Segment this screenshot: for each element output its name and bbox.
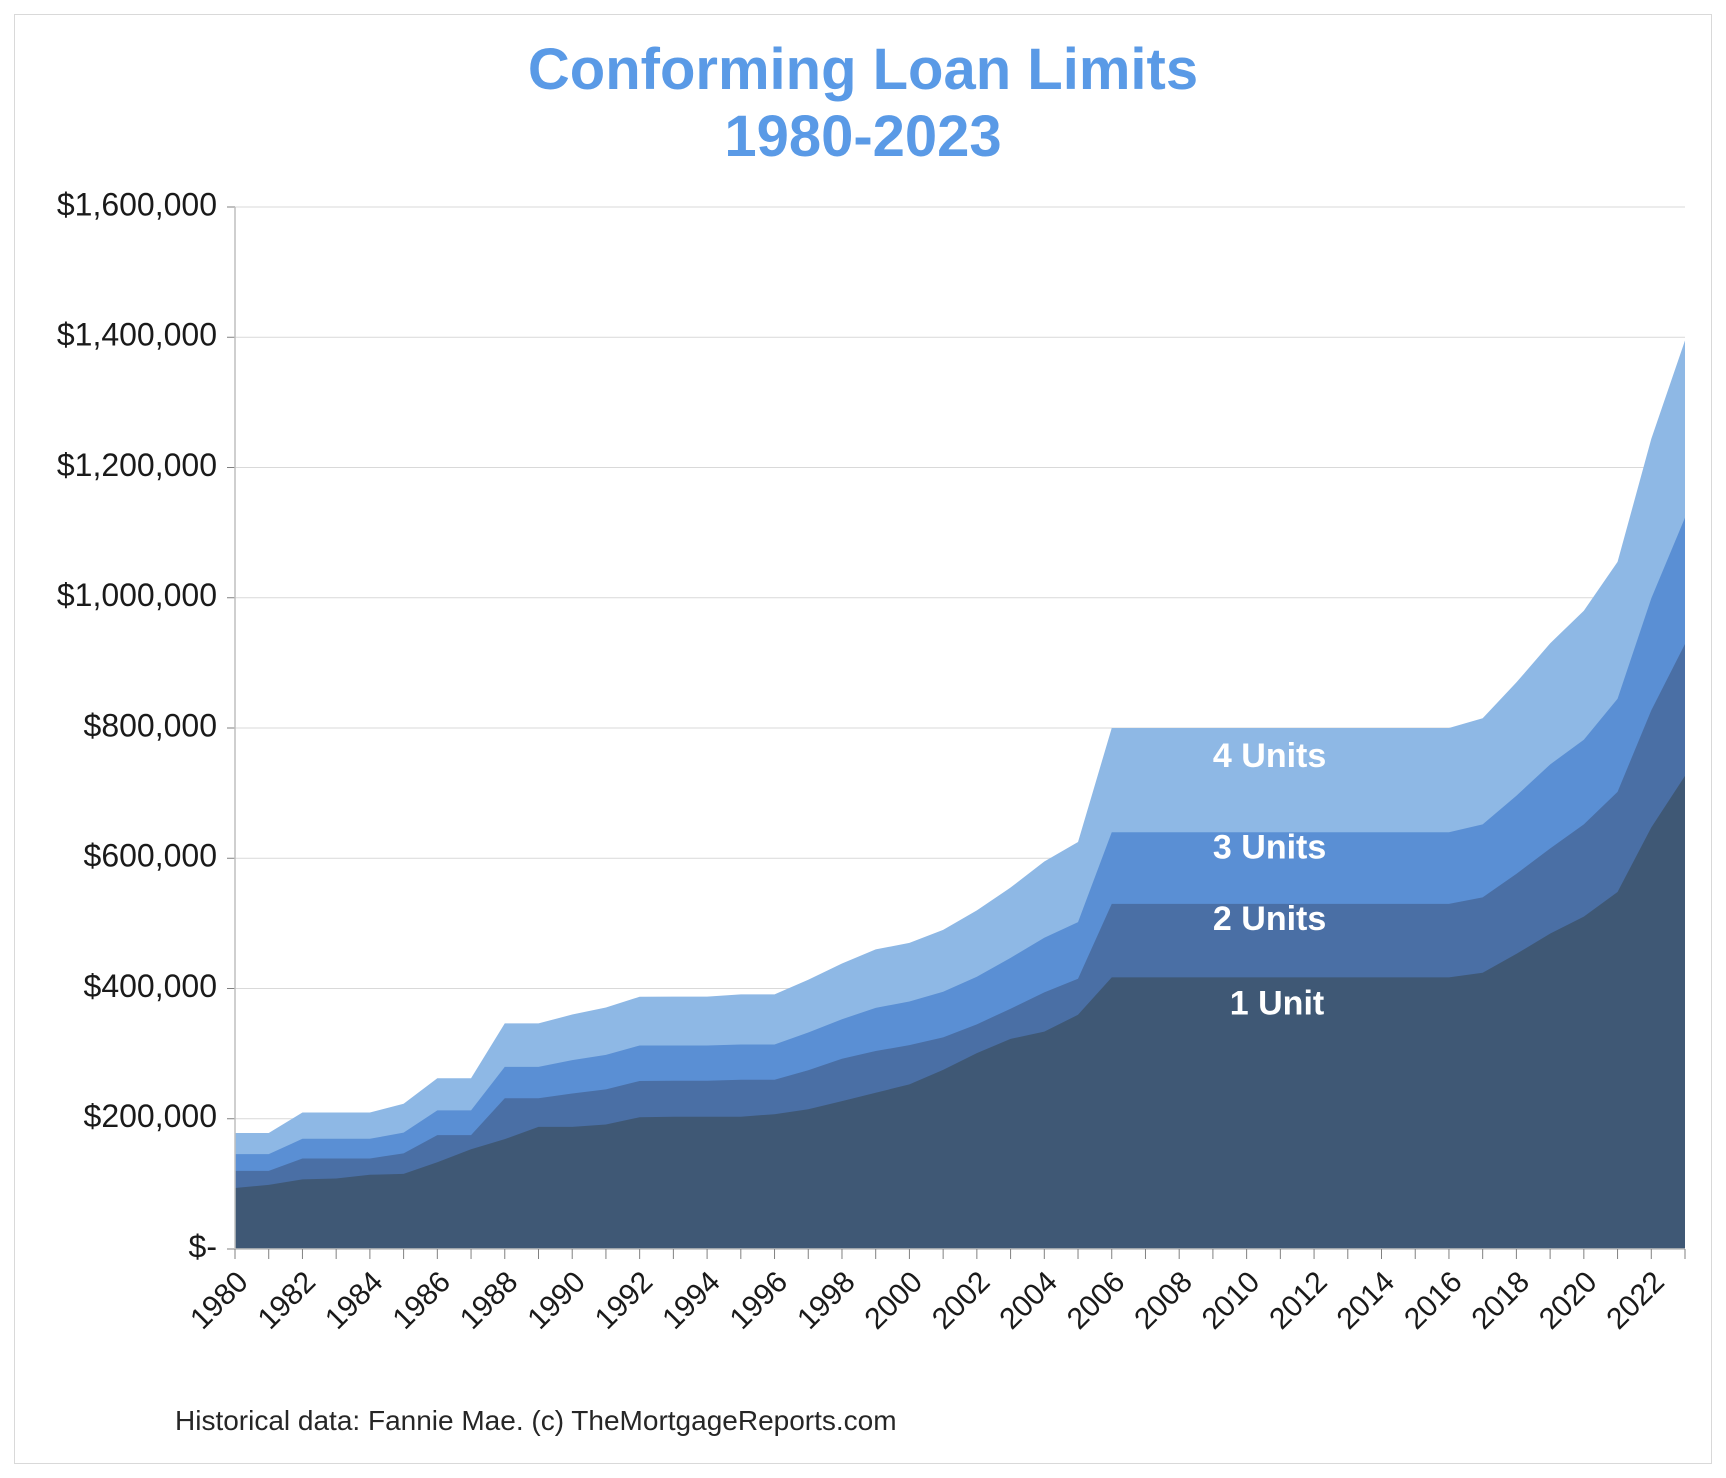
- area-chart: $- $200,000 $400,000 $600,000 $800,000 $1,000…: [15, 187, 1711, 1377]
- y-axis-label: $800,000: [84, 707, 217, 743]
- x-axis-label: 2016: [1398, 1265, 1469, 1336]
- x-axis-label: 1990: [521, 1265, 592, 1336]
- x-axis-label: 1992: [589, 1265, 660, 1336]
- y-axis-label: $1,000,000: [57, 577, 217, 613]
- x-axis-label: 1994: [656, 1265, 727, 1336]
- chart-card: Conforming Loan Limits 1980-2023 $- $200,…: [14, 14, 1712, 1464]
- series-label: 2 Units: [1213, 900, 1326, 938]
- y-axis-label: $1,200,000: [57, 447, 217, 483]
- y-axis-label: $400,000: [84, 968, 217, 1004]
- y-axis-label: $600,000: [84, 838, 217, 874]
- x-axis-label: 2010: [1196, 1265, 1267, 1336]
- x-axis-label: 1988: [454, 1265, 525, 1336]
- page-root: Conforming Loan Limits 1980-2023 $- $200,…: [0, 0, 1726, 1478]
- x-axis-label: 2004: [993, 1265, 1064, 1336]
- y-axis-label: $1,400,000: [57, 317, 217, 353]
- x-axis-label: 1986: [386, 1265, 457, 1336]
- x-axis-label: 2008: [1128, 1265, 1199, 1336]
- x-axis-label: 2018: [1466, 1265, 1537, 1336]
- y-axis-label: $200,000: [84, 1098, 217, 1134]
- x-axis-label: 2022: [1600, 1265, 1671, 1336]
- x-axis-label: 2002: [926, 1265, 997, 1336]
- x-axis-label: 2000: [859, 1265, 930, 1336]
- x-axis-label: 1996: [724, 1265, 795, 1336]
- chart-footer: Historical data: Fannie Mae. (c) TheMort…: [175, 1405, 897, 1437]
- chart-title: Conforming Loan Limits 1980-2023: [15, 37, 1711, 170]
- x-axis-label: 2006: [1061, 1265, 1132, 1336]
- x-axis-label: 2020: [1533, 1265, 1604, 1336]
- x-axis-label: 1998: [791, 1265, 862, 1336]
- chart-title-line-2: 1980-2023: [15, 104, 1711, 171]
- chart-title-line-1: Conforming Loan Limits: [15, 37, 1711, 104]
- series-label: 4 Units: [1213, 737, 1326, 775]
- y-axis-label: $1,600,000: [57, 187, 217, 222]
- y-axis-label: $-: [189, 1228, 217, 1264]
- series-label: 1 Unit: [1230, 985, 1324, 1023]
- x-axis-label: 2014: [1331, 1265, 1402, 1336]
- x-axis-label: 2012: [1263, 1265, 1334, 1336]
- x-axis-label: 1982: [252, 1265, 323, 1336]
- x-axis-label: 1980: [184, 1265, 255, 1336]
- x-axis-label: 1984: [319, 1265, 390, 1336]
- series-label: 3 Units: [1213, 828, 1326, 866]
